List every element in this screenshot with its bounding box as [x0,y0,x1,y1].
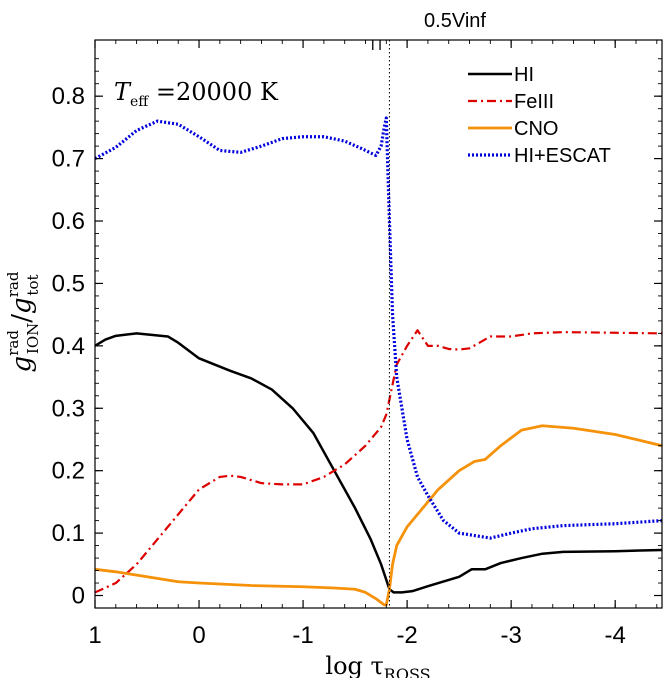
legend-label-hi-escat: HI+ESCAT [514,145,611,167]
chart-title: 0.5Vinf [424,10,486,32]
annotation-subscript: eff [130,94,149,110]
y-label-g1: g [7,356,37,373]
y-label-sup2: rad [4,271,22,297]
y-tick-label: 0.1 [52,520,85,547]
y-axis-label: grad ION/grad tot [4,271,42,372]
legend-label-hi: HI [514,64,534,86]
x-axis-label-main: log τ [325,652,383,678]
y-tick-label: 0.4 [52,333,85,360]
legend-label-cno: CNO [514,118,558,140]
y-label-sub1: ION [24,323,42,354]
series-line-hi [95,332,662,594]
y-tick-label: 0.8 [52,83,85,110]
y-label-g2: g [7,297,37,314]
annotation-value: =20000 K [148,78,279,106]
y-label-slash: / [7,314,37,323]
annotation-symbol: T [114,78,132,106]
x-axis-label: log τROSS [325,652,430,678]
x-tick-label: -4 [605,622,626,649]
legend-label-feiii: FeIII [514,91,554,113]
y-tick-label: 0.7 [52,146,85,173]
annotation-teff: Teff =20000 K [114,78,279,110]
y-label-sup1: rad [4,330,22,356]
x-tick-label: 1 [88,622,101,649]
y-tick-label: 0 [72,583,85,610]
y-tick-label: 0.2 [52,458,85,485]
x-tick-label: -2 [396,622,417,649]
y-tick-label: 0.3 [52,395,85,422]
x-axis-label-sub: ROSS [384,665,431,678]
y-tick-label: 0.6 [52,208,85,235]
x-tick-label: -1 [292,622,313,649]
x-tick-label: 0 [192,622,205,649]
x-tick-label: -3 [500,622,521,649]
series-line-hi-escat [95,116,662,540]
series-line-cno [95,424,662,607]
y-label-sub2: tot [24,274,42,295]
series-line-feiii [95,329,662,594]
plot-frame [94,39,663,609]
y-tick-label: 0.5 [52,270,85,297]
